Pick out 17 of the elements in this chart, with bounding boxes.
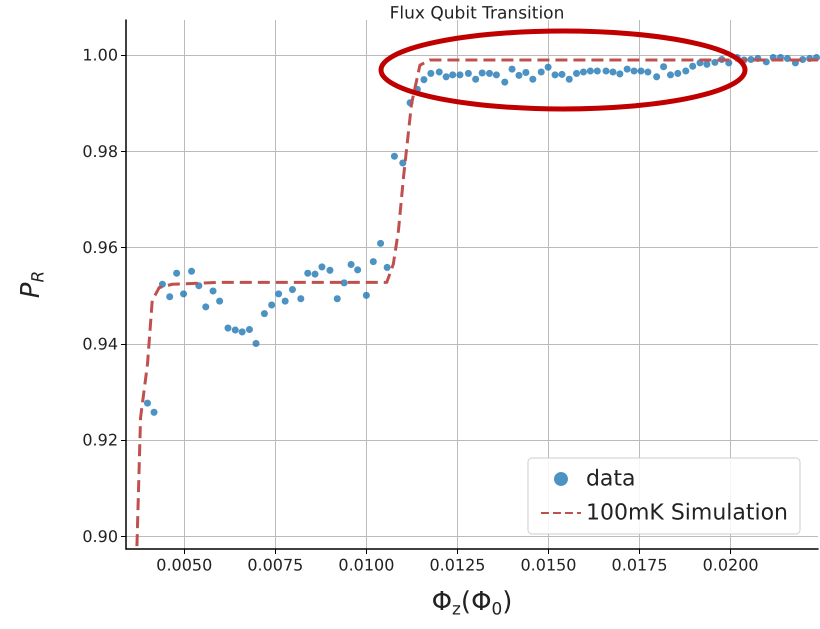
chart-title: Flux Qubit Transition bbox=[390, 4, 564, 24]
x-tick-label: 0.0125 bbox=[429, 556, 486, 574]
x-tick-label: 0.0075 bbox=[247, 556, 304, 574]
y-tick-label: 1.00 bbox=[82, 46, 118, 65]
x-tick-label: 0.0175 bbox=[612, 556, 668, 574]
legend-label: data bbox=[586, 466, 636, 492]
y-tick-label: 0.92 bbox=[82, 430, 118, 450]
y-tick-label: 0.98 bbox=[82, 142, 118, 161]
x-tick-label: 0.0150 bbox=[520, 556, 576, 574]
legend-label: 100mK Simulation bbox=[586, 500, 788, 526]
y-axis-title: PR bbox=[16, 270, 48, 298]
x-tick-label: 0.0200 bbox=[702, 556, 759, 574]
x-tick-label: 0.0100 bbox=[338, 556, 394, 574]
y-tick-label: 0.94 bbox=[82, 334, 118, 354]
x-tick-label: 0.0050 bbox=[156, 556, 212, 574]
y-tick-label: 0.96 bbox=[82, 238, 118, 258]
y-tick-label: 0.90 bbox=[82, 526, 118, 546]
